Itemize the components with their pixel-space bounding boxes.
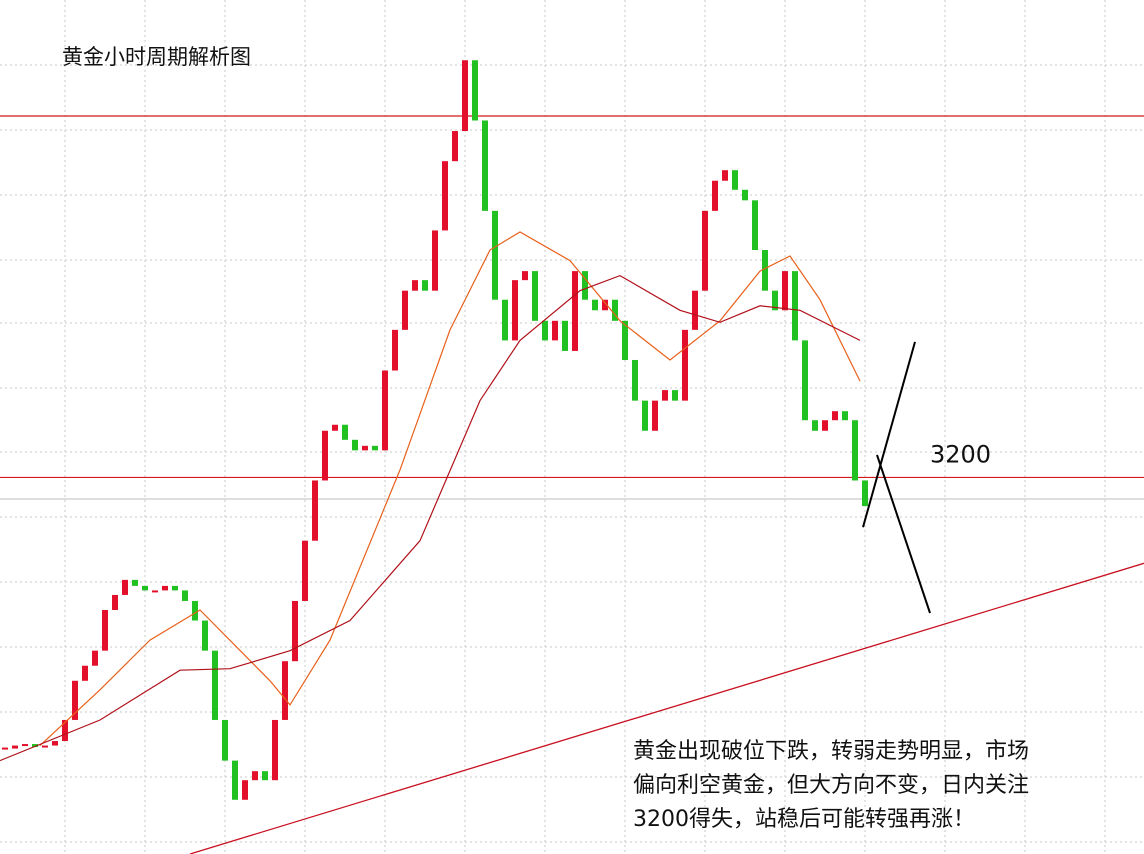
candle [332, 424, 338, 431]
candle [32, 744, 38, 748]
candle [262, 771, 268, 781]
candle [292, 600, 298, 662]
candle [92, 650, 98, 666]
moving-average [0, 274, 861, 762]
candle [172, 585, 178, 591]
candle [382, 370, 388, 451]
candle [762, 250, 768, 291]
annotation: 偏向利空黄金，但大方向不变，日内关注 [633, 773, 1029, 798]
candle [722, 170, 728, 181]
candle [412, 280, 418, 291]
candle [732, 170, 738, 190]
candle [582, 271, 588, 300]
candle [102, 610, 108, 651]
projection-line [876, 454, 931, 614]
candle [212, 650, 218, 720]
candle [592, 299, 598, 311]
candle [312, 480, 318, 541]
candle [112, 594, 118, 610]
candle [12, 745, 18, 749]
candle [252, 771, 258, 781]
candle [462, 60, 468, 132]
candle [542, 320, 548, 341]
candle [482, 120, 488, 211]
candle [652, 400, 658, 431]
candle [632, 359, 638, 401]
candle [562, 320, 568, 351]
candle [842, 411, 848, 421]
annotation: 3200得失，站稳后可能转强再涨！ [633, 807, 975, 832]
candle [852, 420, 858, 481]
candle [182, 590, 188, 601]
reference-label: 3200 [930, 440, 991, 468]
candle [492, 210, 498, 300]
candle [202, 620, 208, 651]
candle [422, 280, 428, 291]
candle [362, 445, 368, 451]
chart-title: 黄金小时周期解析图 [62, 45, 251, 69]
candle [392, 329, 398, 371]
candle [802, 340, 808, 421]
trend-line [189, 562, 1144, 854]
candle [302, 540, 308, 601]
candle [662, 390, 668, 401]
candle [772, 290, 778, 311]
candle [622, 320, 628, 360]
candle [42, 745, 48, 748]
candle [862, 480, 868, 507]
candle [162, 585, 168, 591]
candle [472, 60, 478, 121]
candle [1, 747, 8, 750]
candle [692, 290, 698, 330]
candle [242, 780, 248, 800]
candle [142, 585, 148, 591]
candle [752, 200, 758, 251]
candle [282, 661, 288, 720]
candle [822, 420, 828, 431]
candle [442, 161, 448, 231]
candle [222, 719, 228, 761]
candle [322, 430, 328, 481]
candle [72, 680, 78, 720]
candle [502, 299, 508, 341]
candle [402, 290, 408, 330]
moving-average [39, 231, 861, 747]
candle [672, 390, 678, 401]
candle [82, 665, 88, 681]
candle [432, 230, 438, 291]
candle [52, 741, 58, 746]
projection-line [862, 341, 916, 528]
candle [232, 760, 238, 800]
candle [272, 719, 278, 781]
candle [742, 189, 748, 201]
annotation: 黄金出现破位下跌，转弱走势明显，市场 [633, 739, 1029, 764]
candle [682, 329, 688, 401]
candle [552, 320, 558, 341]
candle [602, 299, 608, 311]
candle [642, 400, 648, 431]
candle [712, 180, 718, 211]
candle [612, 299, 618, 321]
candle [62, 719, 68, 742]
candle [122, 579, 128, 595]
candle [832, 411, 838, 421]
candle [132, 579, 138, 586]
candle [372, 445, 378, 451]
candle [782, 271, 788, 311]
candle [702, 210, 708, 291]
candle [812, 420, 818, 431]
candle [532, 271, 538, 321]
candle [512, 280, 518, 341]
candle [352, 439, 358, 451]
candle [792, 271, 798, 341]
candle [342, 424, 348, 440]
candle [572, 271, 578, 351]
candle [152, 590, 158, 593]
candle [522, 271, 528, 281]
candle [22, 744, 28, 747]
candle [452, 131, 458, 162]
candle [192, 600, 198, 621]
